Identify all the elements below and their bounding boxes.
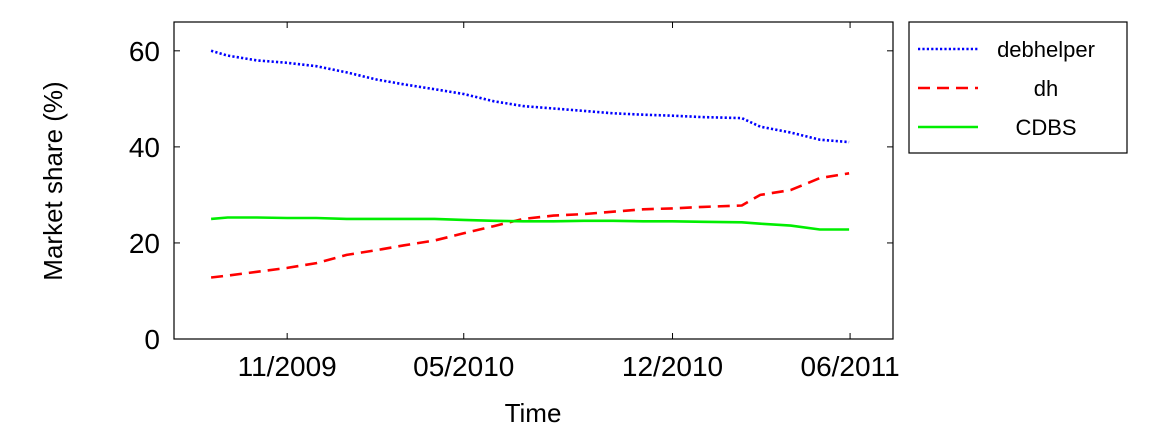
legend-label-dh: dh [1034, 76, 1058, 101]
x-tick-label: 12/2010 [622, 351, 723, 382]
axis-ticks [174, 22, 893, 340]
series-line-dh [210, 172, 850, 279]
x-axis-label: Time [505, 398, 562, 428]
tick-labels: 0 20 40 60 11/2009 05/2010 12/2010 06/2011 [129, 36, 900, 382]
plot-area [173, 21, 894, 340]
series-line-debhelper [210, 49, 850, 144]
y-tick-label: 40 [129, 132, 160, 163]
legend: debhelper dh CDBS [908, 21, 1128, 154]
y-tick-label: 0 [144, 324, 160, 355]
x-tick-label: 06/2011 [801, 351, 900, 382]
series-layer [210, 49, 850, 279]
x-tick-label: 11/2009 [238, 351, 337, 382]
series-line-cdbs [210, 216, 850, 231]
y-tick-label: 20 [129, 228, 160, 259]
y-axis-label: Market share (%) [38, 81, 68, 280]
legend-box [908, 21, 1128, 154]
x-tick-label: 05/2010 [413, 351, 514, 382]
legend-label-debhelper: debhelper [997, 37, 1095, 62]
y-tick-label: 60 [129, 36, 160, 67]
legend-label-cdbs: CDBS [1015, 115, 1076, 140]
